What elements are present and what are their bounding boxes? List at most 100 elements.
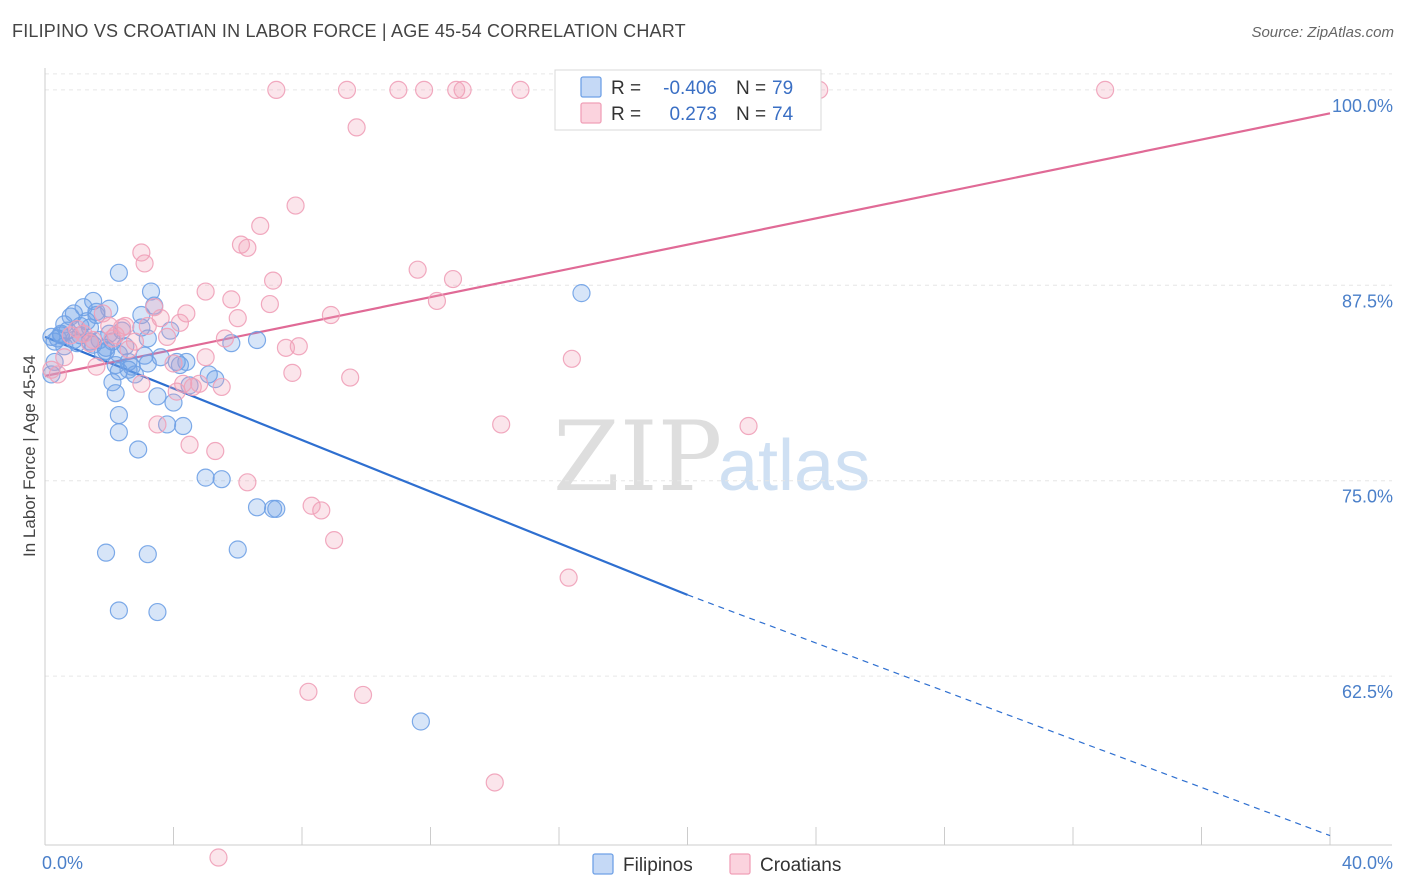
croatians-point-72 [453,80,472,99]
croatians-point-47 [321,305,341,325]
croatians-point-55 [559,568,578,587]
filipinos-point-58 [129,440,148,459]
x-tick-label-max: 40.0% [1342,853,1393,873]
croatians-point-68 [337,80,357,99]
croatians-point-17 [151,309,170,328]
croatians-point-60 [206,441,225,461]
filipinos-point-53 [157,415,177,434]
croatians-point-2 [55,348,74,367]
filipinos-point-71 [148,602,167,622]
filipinos-point-64 [247,498,267,517]
series-legend: Filipinos Croatians [592,853,841,876]
croatians-point-37 [238,238,257,257]
croatians-point-71 [447,80,466,99]
croatians-point-19 [164,354,183,373]
filipinos-point-63 [212,470,231,489]
filipinos-point-59 [141,282,161,301]
y-axis-title: In Labor Force | Age 45-54 [20,355,39,557]
filipinos-point-70 [109,601,128,620]
croatians-point-1 [48,365,67,384]
croatians-point-16 [145,298,164,317]
filipinos-point-68 [96,543,116,562]
croatians-point-23 [190,374,209,393]
filipinos-point-77 [170,355,190,375]
croatians-point-65 [485,773,504,792]
croatians-point-33 [215,329,234,348]
x-tick-labels: 0.0% 40.0% [42,853,1393,873]
croatians-point-28 [132,243,151,262]
filipinos-point-49 [247,330,267,350]
croatians-point-25 [84,330,103,350]
filipinos-trend-extension [687,594,1331,837]
croatians-point-14 [132,374,151,393]
croatians-point-7 [87,357,106,376]
legend-n-value-filipinos: 79 [772,78,793,99]
croatians-point-69 [389,80,408,99]
data-points [42,80,1115,867]
series-legend-label-croatians: Croatians [760,855,841,876]
filipinos-point-32 [84,291,103,311]
legend-n-label-filipinos: N = [736,78,766,99]
croatians-extra-point-4 [1096,80,1115,99]
croatians-point-29 [135,254,154,273]
croatians-point-52 [427,291,447,311]
croatians-point-51 [408,260,427,279]
croatians-point-59 [180,435,199,454]
croatians-point-26 [103,329,122,348]
filipinos-point-66 [267,499,286,518]
croatians-point-58 [148,415,167,434]
croatians-point-48 [325,531,344,550]
filipinos-point-37 [119,352,138,372]
croatians-point-18 [157,327,177,347]
croatians-point-42 [283,363,302,382]
croatians-point-61 [238,473,257,492]
y-tick-labels: 62.5% 75.0% 87.5% 100.0% [1332,96,1393,702]
legend-r-value-croatians: 0.273 [669,104,717,125]
series-legend-swatch-filipinos [592,853,614,875]
croatians-point-35 [228,309,247,328]
filipinos-point-35 [106,384,125,403]
filipinos-point-69 [138,545,157,564]
croatians-point-53 [443,269,463,289]
legend-swatch-filipinos [580,76,602,98]
croatians-point-34 [222,290,241,309]
legend: R = -0.406 N = 79 R = 0.273 N = 74 [554,69,822,131]
filipinos-point-74 [135,346,154,365]
croatians-point-39 [260,294,279,314]
filipinos-point-60 [109,263,128,282]
croatians-point-21 [177,304,196,323]
legend-r-value-filipinos: -0.406 [663,78,717,99]
croatians-point-56 [562,349,581,368]
x-tick-label-min: 0.0% [42,853,83,873]
watermark: ZIP atlas [553,401,870,513]
filipinos-point-36 [109,362,128,381]
croatians-point-43 [286,196,305,215]
y-tick-label-2: 87.5% [1342,291,1393,311]
filipinos-point-62 [196,468,215,487]
filipinos-point-52 [148,387,167,406]
watermark-zip: ZIP [553,401,722,513]
croatians-point-64 [353,685,373,705]
filipinos-point-57 [109,405,128,425]
croatians-point-44 [289,337,308,356]
croatians-point-20 [170,313,190,332]
y-tick-label-0: 62.5% [1342,682,1393,702]
croatians-point-13 [125,332,145,351]
source-label: Source: ZipAtlas.com [1251,24,1394,41]
chart-title: FILIPINO VS CROATIAN IN LABOR FORCE | AG… [12,21,686,41]
legend-r-label-filipinos: R = [611,78,641,99]
filipinos-point-55 [174,416,193,436]
series-legend-swatch-croatians [729,853,751,875]
croatians-point-27 [116,316,135,336]
filipinos-point-76 [51,326,71,345]
watermark-atlas: atlas [718,426,870,506]
croatians-point-32 [196,282,215,301]
croatians-point-50 [347,118,366,137]
legend-n-label-croatians: N = [736,104,766,125]
y-tick-label-1: 75.0% [1342,487,1393,507]
croatians-point-5 [74,324,93,343]
filipinos-point-54 [164,393,183,412]
legend-swatch-croatians [580,102,602,124]
filipinos-point-72 [411,712,430,731]
